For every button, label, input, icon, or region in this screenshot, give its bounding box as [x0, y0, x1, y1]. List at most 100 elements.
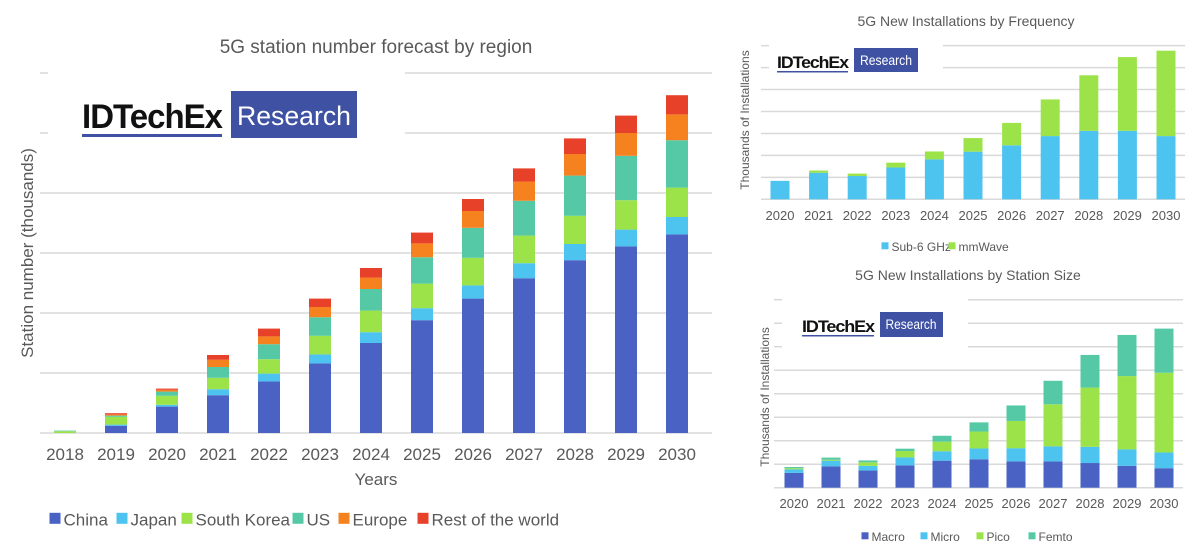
bar-macro-2030 — [1154, 468, 1174, 488]
bar-femto-2022 — [858, 460, 878, 463]
legend-label: Femto — [1039, 530, 1073, 544]
bar-europe-2029 — [615, 133, 637, 156]
legend-item-rest-of-the-world: Rest of the world — [417, 511, 560, 530]
bar-macro-2020 — [784, 472, 804, 488]
station-size-legend: Macro Micro Pico Femto — [861, 530, 1073, 544]
bar-sub-6-ghz-2027 — [1040, 136, 1060, 200]
legend-swatch-femto — [1028, 532, 1036, 540]
bar-us-2021 — [207, 367, 229, 378]
bar-europe-2027 — [513, 181, 535, 201]
legend-label: Macro — [872, 530, 906, 544]
bar-japan-2020 — [156, 404, 178, 407]
bar-macro-2026 — [1006, 461, 1026, 488]
bar-japan-2029 — [615, 229, 637, 247]
bar-sub-6-ghz-2025 — [963, 151, 983, 200]
legend-label: Rest of the world — [432, 511, 560, 530]
x-tick-label: 2026 — [1002, 496, 1031, 511]
bar-south-korea-2024 — [360, 310, 382, 333]
logo-research-text: Research — [237, 101, 351, 131]
station-size-chart-title: 5G New Installations by Station Size — [855, 267, 1081, 283]
x-tick-label: 2023 — [301, 445, 339, 464]
x-tick-label: 2025 — [959, 208, 988, 223]
bar-mmwave-2023 — [886, 162, 906, 168]
bar-south-korea-2022 — [258, 359, 280, 374]
bar-us-2026 — [462, 227, 484, 258]
bar-pico-2021 — [821, 459, 841, 461]
x-tick-label: 2025 — [965, 496, 994, 511]
bar-europe-2024 — [360, 277, 382, 289]
x-tick-label: 2026 — [454, 445, 492, 464]
station-size-y-axis-label: Thousands of Installations — [758, 327, 772, 466]
bar-micro-2027 — [1043, 446, 1063, 462]
bar-japan-2027 — [513, 263, 535, 279]
bar-macro-2025 — [969, 459, 989, 488]
legend-item-micro: Micro — [920, 530, 961, 544]
legend-swatch-micro — [920, 532, 928, 540]
bar-rest-of-the-world-2019 — [105, 413, 127, 415]
bar-europe-2023 — [309, 307, 331, 318]
logo-research-box — [231, 91, 357, 138]
logo-underline — [802, 335, 874, 337]
region-chart-title: 5G station number forecast by region — [220, 37, 533, 58]
bar-us-2030 — [666, 140, 688, 188]
x-tick-label: 2029 — [1113, 496, 1142, 511]
bar-south-korea-2020 — [156, 395, 178, 405]
bar-europe-2030 — [666, 114, 688, 141]
bar-south-korea-2028 — [564, 215, 586, 244]
bar-pico-2028 — [1080, 387, 1100, 447]
frequency-x-ticks: 2020 2021 2022 2023 2024 2025 2026 2027 2028 2029… — [766, 208, 1181, 223]
bar-china-2027 — [513, 278, 535, 433]
x-tick-label: 2028 — [556, 445, 594, 464]
logo-brand-text: IDTechEx — [777, 53, 850, 72]
region-chart: 5G station number forecast by region IDT… — [18, 37, 712, 530]
x-tick-label: 2028 — [1076, 496, 1105, 511]
bar-femto-2026 — [1006, 405, 1026, 421]
bar-china-2022 — [258, 381, 280, 433]
legend-label: Japan — [131, 511, 177, 530]
bar-femto-2025 — [969, 422, 989, 432]
bar-mmwave-2028 — [1079, 75, 1099, 131]
logo-brand-text: IDTechEx — [802, 317, 876, 336]
bar-sub-6-ghz-2022 — [847, 176, 867, 200]
bar-us-2023 — [309, 317, 331, 336]
bar-us-2029 — [615, 155, 637, 201]
bar-rest-of-the-world-2022 — [258, 328, 280, 337]
bar-pico-2023 — [895, 451, 915, 458]
bar-china-2021 — [207, 395, 229, 433]
legend-swatch-macro — [861, 532, 869, 540]
bar-macro-2027 — [1043, 461, 1063, 488]
bar-us-2020 — [156, 391, 178, 396]
legend-item-sub-6-ghz: Sub-6 GHz — [881, 240, 951, 254]
x-tick-label: 2030 — [658, 445, 696, 464]
legend-swatch-us — [292, 512, 304, 524]
bar-micro-2029 — [1117, 449, 1137, 466]
legend-label: Micro — [931, 530, 961, 544]
bar-femto-2028 — [1080, 354, 1100, 388]
legend-label: China — [64, 511, 109, 530]
bar-rest-of-the-world-2021 — [207, 355, 229, 360]
logo-research-text: Research — [886, 316, 937, 332]
x-tick-label: 2026 — [997, 208, 1026, 223]
bar-china-2030 — [666, 234, 688, 433]
bar-sub-6-ghz-2029 — [1117, 130, 1137, 200]
bar-europe-2019 — [105, 414, 127, 416]
bar-mmwave-2027 — [1040, 99, 1060, 137]
bar-rest-of-the-world-2026 — [462, 199, 484, 211]
x-tick-label: 2021 — [804, 208, 833, 223]
legend-label: Sub-6 GHz — [892, 240, 951, 254]
bar-europe-2020 — [156, 389, 178, 392]
logo-underline — [82, 134, 222, 137]
legend-item-mmwave: mmWave — [948, 240, 1009, 254]
bar-pico-2027 — [1043, 404, 1063, 447]
bar-japan-2028 — [564, 244, 586, 261]
legend-item-pico: Pico — [976, 530, 1010, 544]
bar-south-korea-2025 — [411, 283, 433, 309]
bar-south-korea-2019 — [105, 416, 127, 425]
bar-sub-6-ghz-2023 — [886, 167, 906, 200]
x-tick-label: 2028 — [1074, 208, 1103, 223]
frequency-logo: IDTechEx Research — [773, 44, 922, 76]
legend-swatch-europe — [338, 512, 350, 524]
bar-pico-2029 — [1117, 376, 1137, 450]
x-tick-label: 2027 — [1036, 208, 1065, 223]
bar-rest-of-the-world-2030 — [666, 95, 688, 115]
